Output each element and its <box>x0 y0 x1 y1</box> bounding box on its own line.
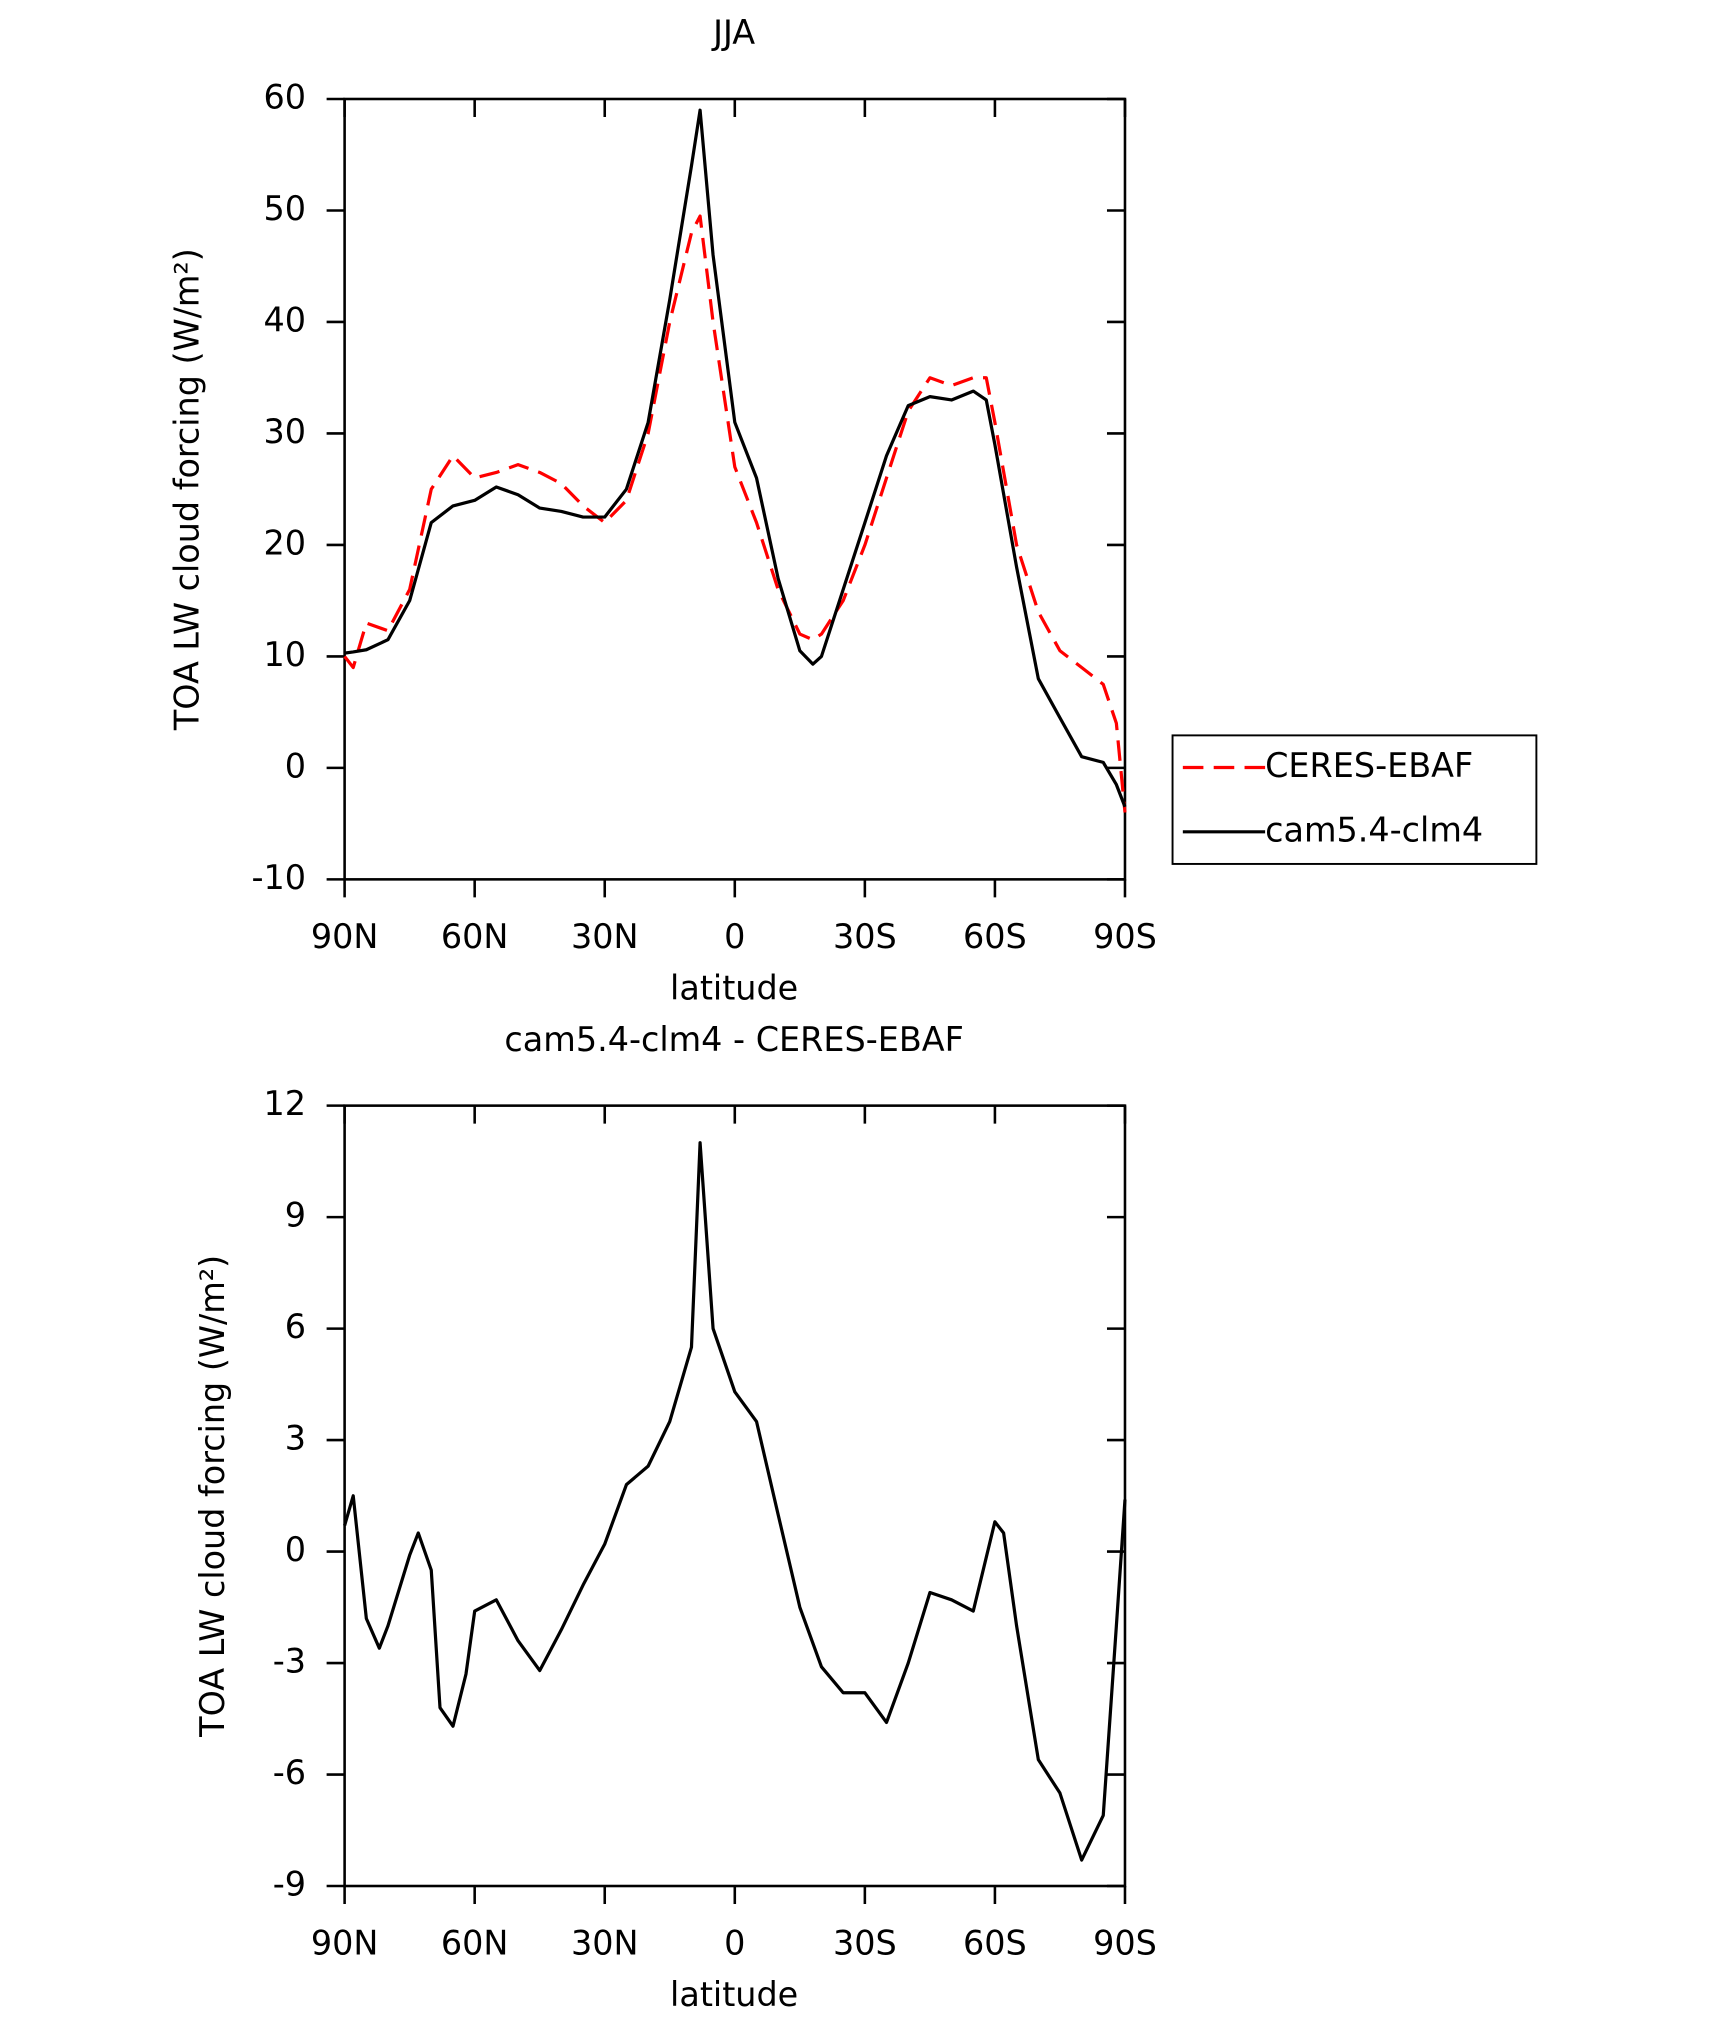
plot-frame <box>343 1104 1127 1888</box>
x-tick-label: 60N <box>441 917 509 956</box>
data-line <box>343 214 1127 813</box>
x-axis-label: latitude <box>670 968 798 1007</box>
y-tick-label: 9 <box>285 1196 306 1235</box>
x-tick-label: 60S <box>963 1924 1027 1963</box>
y-tick-label: 50 <box>264 189 307 228</box>
x-tick-label: 0 <box>724 1924 745 1963</box>
legend-label: cam5.4-clm4 <box>1265 810 1483 849</box>
y-axis-label: TOA LW cloud forcing (W/m²) <box>193 1255 232 1738</box>
y-tick-label: 40 <box>264 300 307 339</box>
y-tick-label: 10 <box>264 635 307 674</box>
y-tick-label: 6 <box>285 1307 306 1346</box>
x-tick-label: 30S <box>833 1924 897 1963</box>
y-tick-label: -3 <box>273 1642 306 1681</box>
data-line <box>344 108 1127 808</box>
y-tick-label: -6 <box>273 1753 306 1792</box>
y-tick-label: 60 <box>264 77 307 116</box>
x-tick-label: 0 <box>724 917 745 956</box>
chart-title: cam5.4-clm4 - CERES-EBAF <box>504 1020 963 1059</box>
x-tick-label: 90N <box>311 1924 379 1963</box>
y-tick-label: 20 <box>264 523 307 562</box>
chart-title: JJA <box>711 13 755 52</box>
y-tick-label: -10 <box>251 858 306 897</box>
x-tick-label: 30N <box>571 1924 639 1963</box>
x-axis-label: latitude <box>670 1975 798 2014</box>
y-tick-label: 30 <box>264 412 307 451</box>
y-tick-label: 0 <box>285 746 306 785</box>
data-line <box>343 1141 1127 1862</box>
x-tick-label: 90S <box>1093 917 1157 956</box>
y-axis-label: TOA LW cloud forcing (W/m²) <box>168 248 207 731</box>
x-tick-label: 60S <box>963 917 1027 956</box>
x-tick-label: 90S <box>1093 1924 1157 1963</box>
x-tick-label: 60N <box>441 1924 509 1963</box>
x-tick-label: 30S <box>833 917 897 956</box>
legend-box <box>1171 734 1538 865</box>
y-tick-label: 3 <box>285 1419 306 1458</box>
y-tick-label: -9 <box>273 1865 306 1904</box>
plot-frame <box>343 97 1127 881</box>
legend-label: CERES-EBAF <box>1265 746 1473 785</box>
x-tick-label: 90N <box>311 917 379 956</box>
y-tick-label: 12 <box>264 1084 307 1123</box>
x-tick-label: 30N <box>571 917 639 956</box>
y-tick-label: 0 <box>285 1530 306 1569</box>
